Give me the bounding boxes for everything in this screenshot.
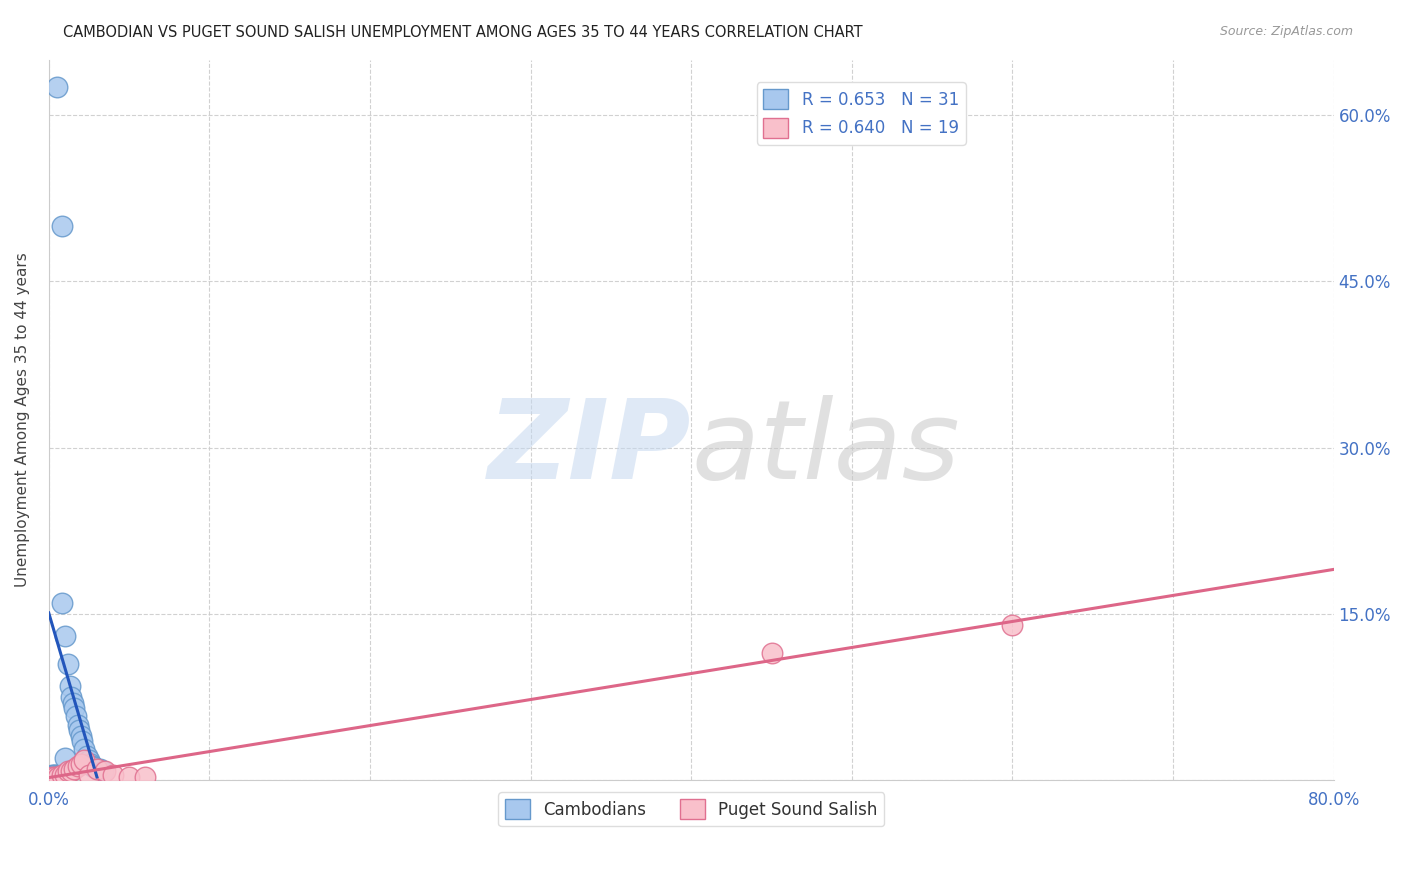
Point [62, 696, 84, 710]
Point [41, 768, 63, 782]
Point [42, 768, 65, 782]
Point [53, 751, 76, 765]
Point [56, 764, 79, 779]
Point [51, 768, 73, 782]
Point [70, 756, 93, 771]
Point [55, 768, 77, 782]
Point [66, 718, 89, 732]
Point [94, 764, 117, 779]
Point [118, 770, 141, 784]
Point [41, 770, 63, 784]
Point [63, 762, 86, 776]
Point [65, 709, 87, 723]
Text: Source: ZipAtlas.com: Source: ZipAtlas.com [1219, 25, 1353, 38]
Point [44, 768, 66, 782]
Point [89, 762, 111, 776]
Point [83, 760, 105, 774]
Point [72, 734, 94, 748]
Point [761, 646, 783, 660]
Point [59, 679, 82, 693]
Point [51, 596, 73, 610]
Point [77, 753, 100, 767]
Point [86, 762, 108, 776]
Point [51, 219, 73, 233]
Point [76, 748, 98, 763]
Point [1001, 618, 1024, 632]
Point [63, 701, 86, 715]
Point [79, 756, 101, 771]
Legend: Cambodians, Puget Sound Salish: Cambodians, Puget Sound Salish [498, 792, 884, 826]
Point [86, 762, 108, 776]
Point [73, 753, 96, 767]
Point [48, 770, 70, 784]
Point [60, 690, 83, 705]
Point [44, 770, 66, 784]
Point [53, 768, 76, 782]
Point [45, 80, 67, 95]
Point [66, 759, 89, 773]
Text: ZIP: ZIP [488, 395, 692, 502]
Point [56, 657, 79, 671]
Point [49, 768, 72, 782]
Point [134, 770, 156, 784]
Point [77, 768, 100, 782]
Point [73, 742, 96, 756]
Point [93, 764, 115, 779]
Point [60, 764, 83, 779]
Text: CAMBODIAN VS PUGET SOUND SALISH UNEMPLOYMENT AMONG AGES 35 TO 44 YEARS CORRELATI: CAMBODIAN VS PUGET SOUND SALISH UNEMPLOY… [63, 25, 863, 40]
Point [101, 768, 124, 782]
Y-axis label: Unemployment Among Ages 35 to 44 years: Unemployment Among Ages 35 to 44 years [15, 252, 30, 587]
Point [67, 723, 90, 738]
Point [53, 629, 76, 643]
Text: atlas: atlas [692, 395, 960, 502]
Point [82, 759, 104, 773]
Point [70, 729, 93, 743]
Point [52, 768, 75, 782]
Point [48, 768, 70, 782]
